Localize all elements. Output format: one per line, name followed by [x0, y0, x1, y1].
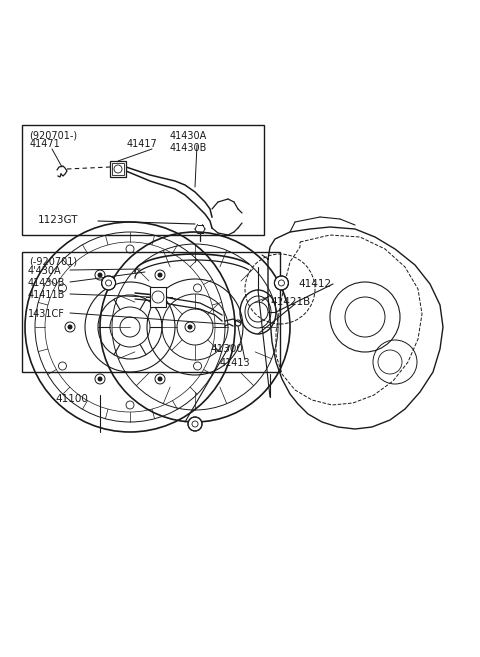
Circle shape	[102, 276, 116, 290]
Text: 1123GT: 1123GT	[38, 215, 79, 225]
Text: 41430A: 41430A	[170, 131, 207, 141]
Text: 41300: 41300	[210, 344, 243, 354]
Circle shape	[188, 417, 202, 431]
Text: 41413: 41413	[220, 358, 251, 368]
Bar	[22, 125, 264, 235]
Text: 41412: 41412	[298, 279, 331, 289]
Bar	[112, 163, 124, 175]
Bar	[22, 252, 280, 372]
Text: (920701-): (920701-)	[29, 130, 77, 140]
Circle shape	[188, 325, 192, 330]
Text: 41430B: 41430B	[170, 143, 207, 153]
Circle shape	[275, 276, 288, 290]
Circle shape	[97, 376, 103, 382]
Text: 41430B: 41430B	[28, 278, 65, 288]
Circle shape	[157, 273, 163, 277]
Text: 1431CF: 1431CF	[28, 309, 65, 319]
Text: 41100: 41100	[55, 394, 88, 404]
Text: 41411B: 41411B	[28, 290, 65, 300]
Text: 4'430A: 4'430A	[28, 266, 61, 276]
Text: (-920701): (-920701)	[29, 257, 77, 267]
Text: 41471: 41471	[30, 139, 61, 149]
Circle shape	[97, 273, 103, 277]
Bar	[110, 161, 126, 177]
Circle shape	[68, 325, 72, 330]
Circle shape	[157, 376, 163, 382]
Bar	[150, 287, 166, 307]
Text: 41421B: 41421B	[270, 297, 310, 307]
Text: 41417: 41417	[127, 139, 158, 149]
